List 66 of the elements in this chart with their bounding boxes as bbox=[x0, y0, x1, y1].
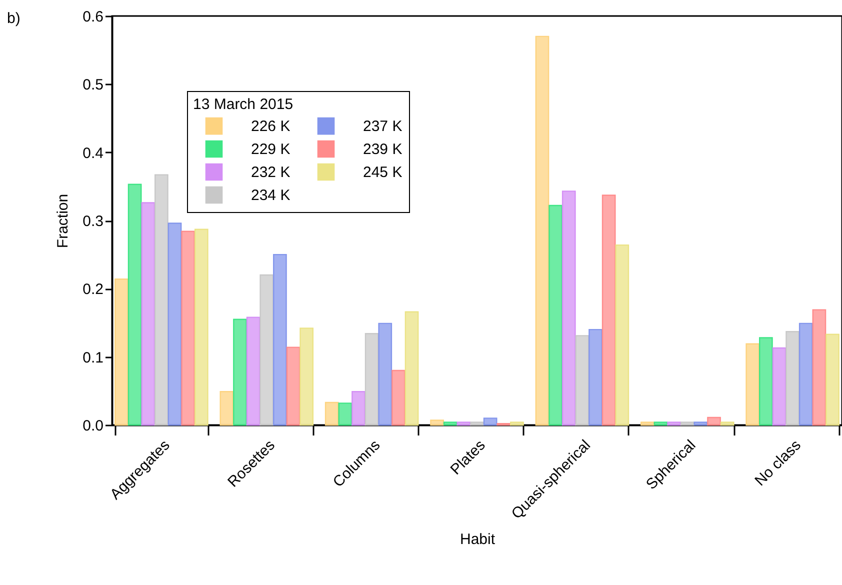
text: b) bbox=[7, 10, 20, 27]
legend-label: 226 K bbox=[251, 118, 290, 136]
y-tick-label: 0.4 bbox=[82, 144, 104, 162]
y-tick-label: 0.3 bbox=[82, 213, 104, 230]
bar bbox=[114, 278, 128, 426]
bar bbox=[588, 328, 602, 426]
bar bbox=[575, 335, 590, 426]
bar bbox=[220, 391, 234, 426]
bar bbox=[141, 202, 156, 426]
y-axis-title: Fraction bbox=[54, 194, 72, 248]
bar bbox=[246, 316, 260, 426]
legend-label: 229 K bbox=[251, 141, 290, 158]
bar bbox=[470, 422, 484, 426]
bar bbox=[392, 370, 406, 426]
bar bbox=[352, 391, 366, 426]
bar bbox=[194, 228, 208, 426]
bar bbox=[364, 333, 379, 426]
bar bbox=[300, 328, 314, 426]
bar bbox=[772, 347, 786, 426]
bar bbox=[154, 174, 168, 426]
bar bbox=[338, 402, 352, 426]
bar bbox=[260, 274, 274, 426]
bar bbox=[812, 309, 826, 426]
legend-label: 232 K bbox=[251, 164, 290, 181]
bar bbox=[378, 322, 392, 426]
y-tick-label: 0.0 bbox=[82, 418, 104, 434]
bar bbox=[286, 346, 300, 426]
bar bbox=[128, 184, 142, 426]
bar bbox=[786, 331, 800, 426]
bar bbox=[233, 318, 247, 426]
bar bbox=[535, 36, 550, 426]
legend-label: 237 K bbox=[363, 118, 402, 136]
bar bbox=[694, 422, 708, 426]
bar bbox=[483, 418, 498, 426]
bar bbox=[456, 422, 471, 426]
bar bbox=[746, 343, 760, 426]
bar bbox=[443, 422, 458, 426]
y-tick-label: 0.2 bbox=[82, 281, 104, 298]
y-tick-label: 0.1 bbox=[82, 349, 104, 366]
legend-label: 245 K bbox=[363, 164, 402, 181]
bar bbox=[707, 416, 721, 426]
bar bbox=[548, 204, 562, 426]
legend-label: 234 K bbox=[251, 187, 290, 204]
bar bbox=[168, 222, 182, 426]
bar bbox=[654, 422, 668, 426]
bar bbox=[826, 334, 840, 426]
bar bbox=[798, 322, 813, 426]
bar bbox=[430, 420, 444, 426]
bar bbox=[273, 254, 287, 426]
legend-title: 13 March 2015 bbox=[193, 96, 294, 113]
bar bbox=[510, 422, 524, 426]
bar bbox=[667, 422, 681, 426]
bar bbox=[640, 422, 654, 426]
bar bbox=[324, 402, 339, 426]
y-tick-label: 0.5 bbox=[82, 76, 104, 94]
bar bbox=[680, 422, 694, 426]
bar bbox=[562, 190, 576, 426]
bar bbox=[602, 194, 616, 426]
legend-label: 239 K bbox=[363, 141, 402, 158]
bar bbox=[615, 244, 630, 426]
x-axis-title: Habit bbox=[460, 530, 496, 548]
bar bbox=[181, 230, 195, 426]
bar bbox=[404, 311, 419, 426]
bar bbox=[759, 337, 773, 426]
bar bbox=[720, 422, 734, 426]
y-tick-label: 0.6 bbox=[82, 8, 104, 26]
